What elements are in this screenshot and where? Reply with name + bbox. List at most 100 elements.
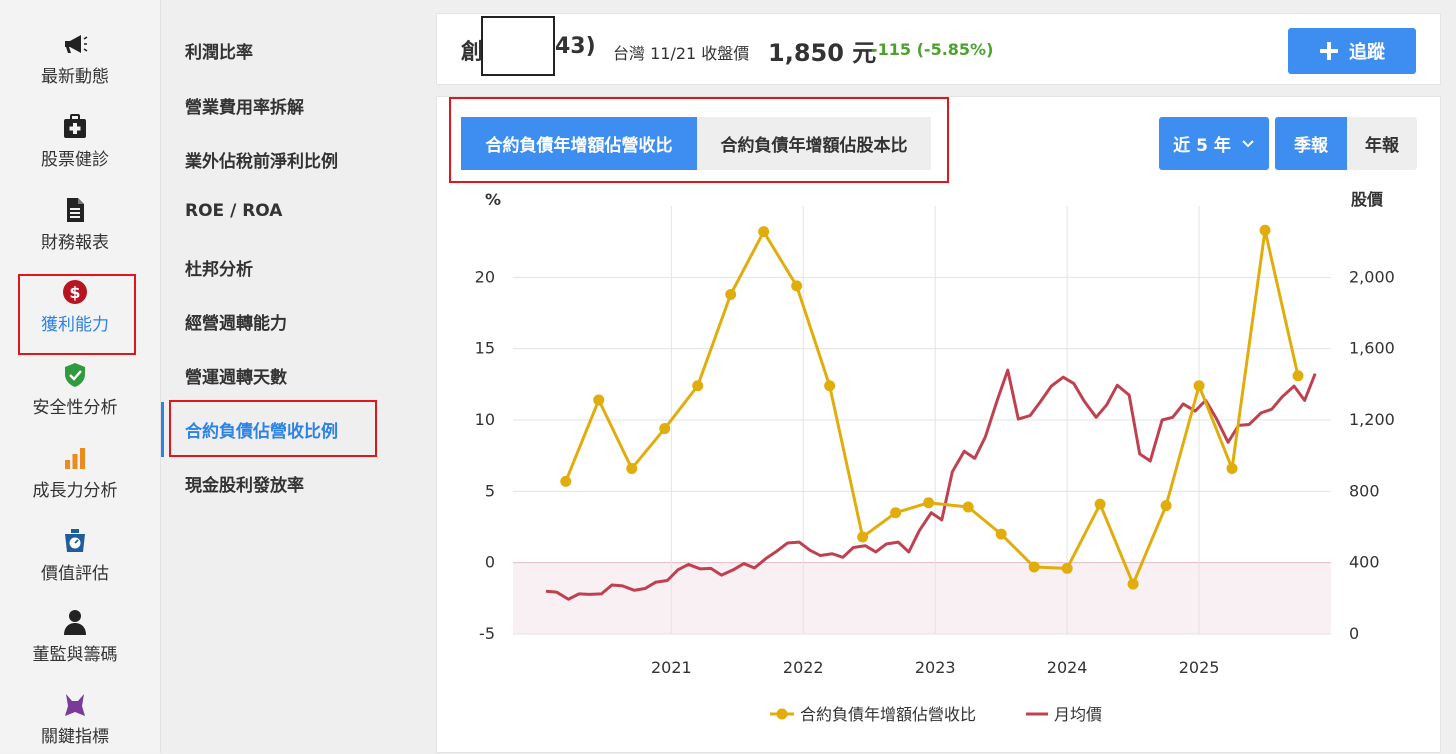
document-icon bbox=[67, 198, 84, 222]
nav-item-valuation[interactable]: 價值評估 bbox=[0, 527, 150, 584]
nav-item-growth[interactable]: 成長力分析 bbox=[0, 444, 150, 501]
data-point bbox=[626, 463, 638, 475]
legend-label-price: 月均價 bbox=[1054, 705, 1102, 724]
data-point bbox=[791, 280, 803, 292]
highlight-box bbox=[18, 274, 136, 355]
chart: -5 0 5 10 15 20 0 400 800 1,200 1,600 2,000 2021 2022… bbox=[475, 190, 1395, 724]
submenu-item-active[interactable]: 合約負債佔營收比例 bbox=[185, 422, 338, 442]
nav-item-label: 成長力分析 bbox=[32, 481, 118, 501]
data-point bbox=[962, 501, 974, 513]
shield-check-icon bbox=[65, 363, 85, 387]
y-left-tick-label: 10 bbox=[475, 410, 495, 429]
nav-item-label: 股票健診 bbox=[41, 150, 109, 170]
dollar-coin-icon: $ bbox=[63, 280, 87, 304]
y-left-tick-label: -5 bbox=[479, 624, 495, 643]
data-point bbox=[1160, 500, 1172, 512]
data-point bbox=[890, 507, 902, 519]
data-point bbox=[1028, 561, 1040, 573]
data-point bbox=[1193, 380, 1205, 392]
nav-item-label: 獲利能力 bbox=[41, 315, 109, 335]
legend-label-ratio: 合約負債年增額佔營收比 bbox=[800, 705, 976, 724]
data-point bbox=[692, 380, 704, 392]
medical-kit-icon bbox=[64, 114, 86, 138]
main-nav: 最新動態 股票健診 財務報表 $ 獲利能力 安全性分析 bbox=[0, 0, 161, 753]
follow-button[interactable]: 追蹤 bbox=[1288, 28, 1416, 74]
stock-header: 創 43) 台灣 11/21 收盤價 1,850 元 -115 (-5.85%)… bbox=[436, 13, 1441, 85]
tab-label: 合約負債年增額佔營收比 bbox=[485, 136, 673, 156]
tab-capital-ratio[interactable]: 合約負債年增額佔股本比 bbox=[697, 117, 931, 170]
data-point bbox=[560, 475, 572, 487]
y-left-tick-label: 15 bbox=[475, 339, 495, 358]
legend-marker-ratio bbox=[776, 708, 788, 720]
sub-menu: 利潤比率 營業費用率拆解 業外佔稅前淨利比例 ROE / ROA 杜邦分析 經營… bbox=[161, 0, 420, 753]
data-point bbox=[1226, 463, 1238, 475]
negative-zone bbox=[513, 562, 1331, 634]
tab-revenue-ratio[interactable]: 合約負債年增額佔營收比 bbox=[461, 117, 697, 170]
x-tick-label: 2021 bbox=[651, 658, 692, 677]
tab-label: 合約負債年增額佔股本比 bbox=[720, 136, 908, 156]
stock-name: 創 bbox=[461, 40, 484, 65]
nav-item-label: 董監與籌碼 bbox=[32, 645, 118, 665]
series-line-price bbox=[545, 368, 1317, 601]
price-change: -115 (-5.85%) bbox=[871, 40, 994, 59]
highlight-box bbox=[449, 97, 949, 183]
nav-item-profitability[interactable]: $ 獲利能力 bbox=[0, 278, 150, 335]
range-label: 近 5 年 bbox=[1173, 136, 1231, 156]
megaphone-icon bbox=[65, 35, 88, 53]
data-point bbox=[659, 423, 671, 435]
data-point bbox=[824, 380, 836, 392]
follow-label: 追蹤 bbox=[1349, 42, 1385, 63]
data-point bbox=[758, 226, 770, 238]
submenu-item[interactable]: 現金股利發放率 bbox=[185, 476, 304, 496]
y-right-unit: 股價 bbox=[1351, 190, 1384, 209]
data-point bbox=[1127, 578, 1139, 590]
annual-button[interactable]: 年報 bbox=[1347, 117, 1417, 170]
submenu-item[interactable]: 營業費用率拆解 bbox=[185, 98, 304, 118]
nav-item-health[interactable]: 股票健診 bbox=[0, 113, 150, 170]
submenu-item[interactable]: 利潤比率 bbox=[185, 43, 253, 63]
nav-item-directors[interactable]: 董監與籌碼 bbox=[0, 608, 150, 665]
market-date: 台灣 11/21 收盤價 bbox=[613, 44, 750, 63]
y-right-tick-label: 0 bbox=[1349, 624, 1359, 643]
submenu-item[interactable]: 經營週轉能力 bbox=[185, 314, 287, 334]
y-left-tick-label: 5 bbox=[485, 481, 495, 500]
nav-item-label: 安全性分析 bbox=[32, 398, 118, 418]
svg-text:$: $ bbox=[69, 283, 80, 302]
x-tick-label: 2024 bbox=[1047, 658, 1088, 677]
submenu-item[interactable]: 杜邦分析 bbox=[185, 260, 253, 280]
y-right-tick-label: 1,200 bbox=[1349, 410, 1395, 429]
highlight-box bbox=[169, 400, 377, 457]
annual-label: 年報 bbox=[1365, 136, 1399, 156]
nav-item-news[interactable]: 最新動態 bbox=[0, 30, 150, 87]
y-left-tick-label: 20 bbox=[475, 267, 495, 286]
data-point bbox=[1061, 562, 1073, 574]
wolf-icon bbox=[65, 694, 85, 716]
submenu-item[interactable]: ROE / ROA bbox=[185, 201, 283, 221]
x-tick-label: 2022 bbox=[783, 658, 824, 677]
quarterly-button[interactable]: 季報 bbox=[1275, 117, 1347, 170]
y-right-tick-label: 2,000 bbox=[1349, 267, 1395, 286]
nav-item-label: 財務報表 bbox=[41, 233, 109, 253]
submenu-item[interactable]: 營運週轉天數 bbox=[185, 368, 287, 388]
bar-chart-icon bbox=[65, 448, 85, 469]
y-right-tick-label: 1,600 bbox=[1349, 339, 1395, 358]
y-left-tick-label: 0 bbox=[485, 553, 495, 572]
redaction-box bbox=[481, 16, 555, 76]
y-right-tick-label: 400 bbox=[1349, 553, 1380, 572]
chevron-down-icon bbox=[1242, 139, 1254, 147]
data-point bbox=[1259, 224, 1271, 236]
active-indicator bbox=[161, 402, 164, 457]
nav-item-key-metrics[interactable]: 關鍵指標 bbox=[0, 690, 150, 747]
data-point bbox=[995, 528, 1007, 540]
submenu-item[interactable]: 業外佔稅前淨利比例 bbox=[185, 152, 338, 172]
y-right-tick-label: 800 bbox=[1349, 481, 1380, 500]
nav-item-financials[interactable]: 財務報表 bbox=[0, 196, 150, 253]
nav-item-label: 價值評估 bbox=[41, 564, 109, 584]
plus-icon bbox=[1320, 42, 1338, 60]
scale-icon bbox=[65, 529, 85, 552]
data-point bbox=[1094, 498, 1106, 510]
data-point bbox=[923, 497, 935, 509]
nav-item-safety[interactable]: 安全性分析 bbox=[0, 361, 150, 418]
person-icon bbox=[64, 610, 86, 635]
range-dropdown[interactable]: 近 5 年 bbox=[1159, 117, 1269, 170]
